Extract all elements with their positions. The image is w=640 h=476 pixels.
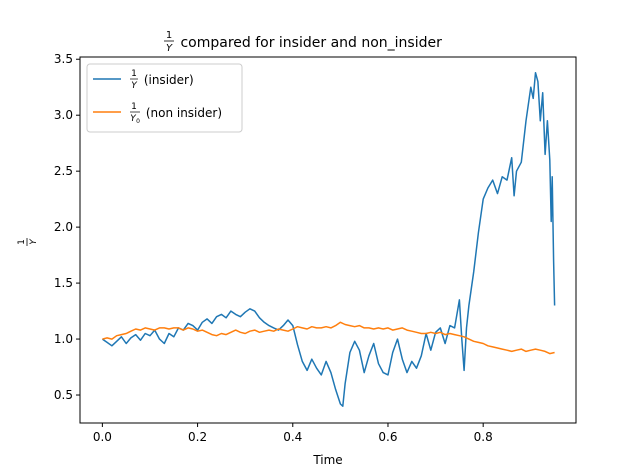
title-frac-num: 1 [166,30,172,41]
y-tick-label: 1.0 [54,332,73,346]
ylabel-frac-num: 1 [17,239,27,245]
chart-title: 1 Y compared for insider and non_insider [164,30,442,54]
y-tick-label: 0.5 [54,388,73,402]
x-tick-label: 0.2 [188,430,207,444]
y-tick-label: 3.0 [54,108,73,122]
x-tick-label: 0.4 [283,430,302,444]
series-line-non-insider [102,321,555,355]
legend-insider-frac-num: 1 [131,69,137,79]
legend-non-insider-frac-sub: 0 [136,118,140,125]
y-tick-label: 2.0 [54,220,73,234]
axis-ticks: 0.0 0.2 0.4 0.6 0.8 0.5 1.0 1.5 2.0 2.5 3.0 3.5 [54,52,493,444]
legend-insider-label: (insider) [140,73,194,87]
legend-non-insider-frac-den: Y [130,114,137,124]
y-tick-label: 1.5 [54,276,73,290]
x-axis-label: Time [312,453,342,467]
ylabel-frac-den: Y [29,238,39,245]
y-tick-label: 3.5 [54,52,73,66]
axes-frame [79,56,577,424]
legend-non-insider-label: (non insider) [142,106,222,120]
legend-insider-frac-den: Y [131,81,138,91]
x-tick-label: 0.8 [474,430,493,444]
legend-non-insider-frac-num: 1 [131,102,137,112]
title-text: compared for insider and non_insider [176,35,442,51]
x-tick-label: 0.0 [93,430,112,444]
title-frac-den: Y [166,43,173,54]
legend-box [86,63,243,133]
x-tick-label: 0.6 [378,430,397,444]
series-line-insider [101,71,556,407]
legend: 1 Y (insider) 1 Y 0 (non insider) [86,63,243,133]
y-axis-label: 1 Y [17,238,39,246]
y-tick-label: 2.5 [54,164,73,178]
plot-lines [101,71,556,407]
